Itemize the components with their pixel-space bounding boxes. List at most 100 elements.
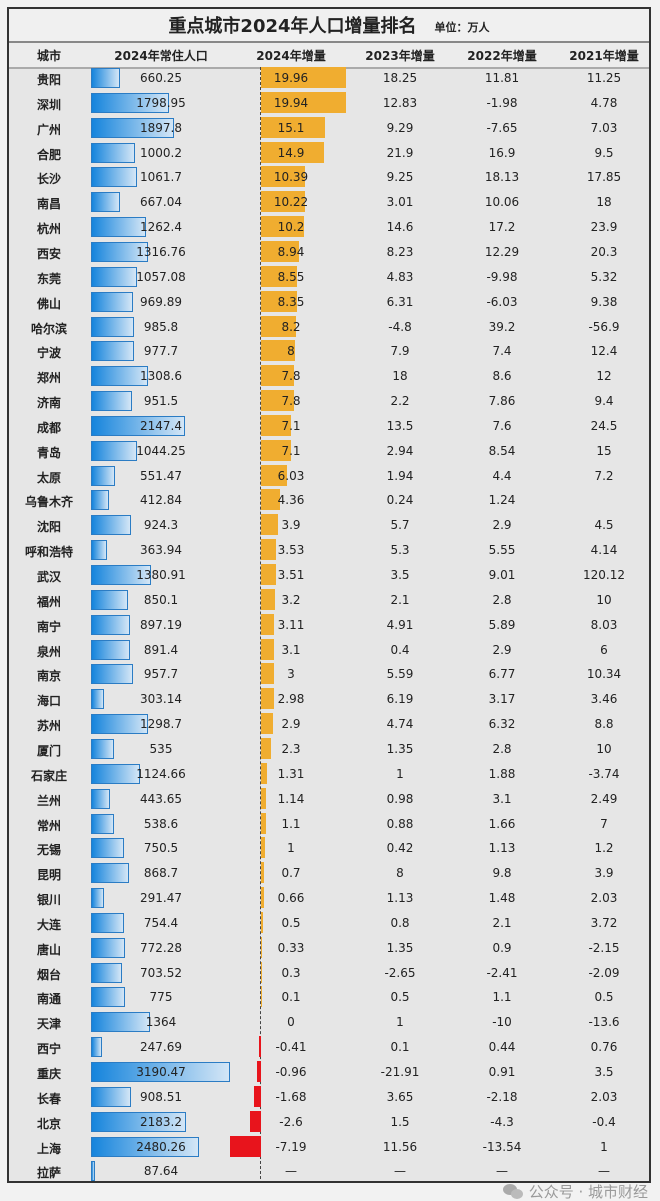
- increment-bar: [261, 365, 295, 387]
- increment-bar: [261, 762, 267, 784]
- table-row: 苏州 1298.7 2.9 4.74 6.32 8.8: [9, 712, 649, 737]
- population-value: 1380.91: [136, 568, 186, 582]
- increment-2022: 2.8: [492, 592, 512, 607]
- increment-2021: 8.03: [590, 617, 618, 632]
- increment-2021: 0.76: [590, 1040, 618, 1055]
- increment-2024: 10.2: [277, 220, 305, 235]
- population-value: 1308.6: [140, 369, 182, 384]
- increment-2024: 0.1: [281, 990, 301, 1005]
- increment-bar: [261, 812, 266, 834]
- population-value: 2480.26: [136, 1139, 186, 1154]
- increment-2021: -2.09: [588, 965, 620, 980]
- increment-2024: 7.1: [281, 418, 301, 433]
- increment-bar: [230, 1135, 261, 1157]
- city-name: 昆明: [36, 868, 62, 883]
- increment-2024: 19.96: [273, 71, 309, 85]
- population-value: 412.84: [140, 493, 182, 508]
- table-row: 沈阳 924.3 3.9 5.7 2.9 4.5: [9, 513, 649, 538]
- column-header: 城市: [36, 49, 62, 63]
- increment-2023: 0.98: [386, 791, 414, 806]
- increment-bar: [261, 514, 278, 536]
- increment-2022: -4.3: [490, 1114, 514, 1129]
- increment-2023: 3.5: [390, 568, 410, 582]
- table-row: 北京 2183.2 -2.6 1.5 -4.3 -0.4: [9, 1110, 649, 1135]
- city-name: 唐山: [36, 942, 62, 957]
- increment-2022: 12.29: [484, 244, 520, 259]
- city-name: 厦门: [36, 743, 62, 758]
- increment-2023: 2.2: [390, 394, 410, 409]
- city-name: 大连: [36, 917, 62, 932]
- increment-2022: 9.01: [488, 568, 516, 582]
- increment-2022: -1.98: [486, 95, 518, 110]
- population-bar: [91, 763, 141, 784]
- increment-2021: 1.2: [594, 841, 614, 856]
- increment-bar: [261, 489, 280, 511]
- increment-2022: —: [496, 1164, 508, 1179]
- title-row: 重点城市2024年人口增量排名 单位：万人: [9, 9, 649, 43]
- population-bar: [91, 540, 107, 561]
- city-name: 沈阳: [36, 520, 62, 535]
- increment-2021: 3.72: [590, 915, 618, 930]
- city-name: 东莞: [36, 271, 62, 286]
- increment-2022: 1.88: [488, 766, 516, 781]
- increment-2022: 0.9: [492, 940, 512, 955]
- population-value: 363.94: [140, 543, 182, 558]
- increment-bar: [261, 588, 275, 610]
- table-row: 拉萨 87.64 — — — —: [9, 1159, 649, 1184]
- population-bar: [91, 92, 170, 113]
- increment-2024: 0.66: [277, 891, 305, 906]
- population-bar: [91, 68, 120, 88]
- increment-2024: -0.96: [275, 1065, 307, 1079]
- increment-bar: [256, 1061, 261, 1082]
- increment-2021: 10: [596, 741, 612, 756]
- increment-2023: 1.5: [390, 1114, 410, 1129]
- increment-2022: 3.17: [488, 692, 516, 707]
- increment-bar: [261, 91, 346, 113]
- increment-2022: -2.18: [486, 1089, 518, 1104]
- increment-2021: —: [598, 1164, 610, 1179]
- column-header: 2021年增量: [569, 49, 639, 63]
- city-name: 太原: [36, 470, 62, 485]
- increment-2024: -0.41: [275, 1040, 307, 1055]
- population-value: 247.69: [140, 1040, 182, 1055]
- increment-bar: [259, 1036, 261, 1058]
- table-row: 重庆 3190.47 -0.96 -21.91 0.91 3.5: [9, 1060, 649, 1085]
- increment-2023: 5.7: [390, 518, 410, 533]
- population-bar: [91, 415, 185, 436]
- city-name: 苏州: [36, 719, 62, 734]
- increment-2024: 6.03: [277, 468, 305, 483]
- increment-2022: -13.54: [482, 1139, 522, 1154]
- table-row: 西安 1316.76 8.94 8.23 12.29 20.3: [9, 240, 649, 265]
- increment-2024: 8: [287, 344, 295, 359]
- increment-2022: 8.6: [492, 369, 512, 384]
- table-row: 银川 291.47 0.66 1.13 1.48 2.03: [9, 886, 649, 911]
- population-value: 891.4: [143, 642, 179, 657]
- population-bar: [91, 1111, 187, 1132]
- increment-2023: 1: [396, 766, 404, 781]
- increment-2024: 8.35: [277, 294, 305, 309]
- table-row: 南昌 667.04 10.22 3.01 10.06 18: [9, 190, 649, 215]
- table-row: 太原 551.47 6.03 1.94 4.4 7.2: [9, 464, 649, 489]
- wechat-icon: [502, 1184, 525, 1200]
- city-name: 重庆: [36, 1067, 62, 1081]
- increment-2023: 1.35: [386, 741, 414, 756]
- increment-2022: 7.4: [492, 344, 512, 359]
- population-bar: [91, 291, 134, 312]
- increment-2023: 0.24: [386, 493, 414, 508]
- increment-2021: 2.03: [590, 891, 618, 906]
- increment-2024: 0: [287, 1015, 295, 1030]
- increment-bar: [261, 191, 305, 213]
- increment-2022: 10.06: [484, 195, 520, 210]
- population-value: 538.6: [143, 816, 179, 831]
- column-header: 2024年常住人口: [114, 49, 208, 63]
- population-bar: [91, 241, 149, 262]
- increment-2021: -3.74: [588, 766, 620, 781]
- increment-bar: [261, 936, 263, 958]
- increment-2024: 1: [287, 841, 295, 856]
- city-name: 哈尔滨: [30, 321, 68, 336]
- population-value: 443.65: [140, 791, 182, 806]
- table-row: 东莞 1057.08 8.55 4.83 -9.98 5.32: [9, 265, 649, 290]
- table-row: 深圳 1798.95 19.94 12.83 -1.98 4.78: [9, 91, 649, 116]
- increment-bar: [261, 713, 274, 735]
- increment-2021: -13.6: [588, 1015, 620, 1030]
